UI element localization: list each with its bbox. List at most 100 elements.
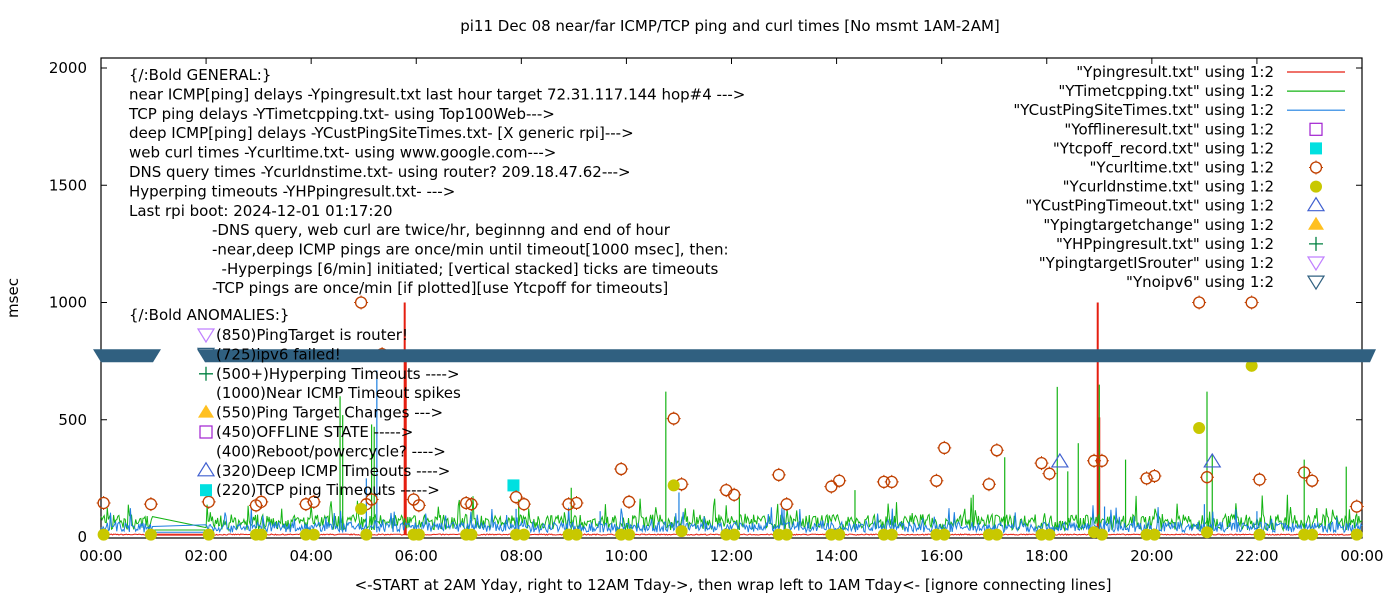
anomaly-note: (320)Deep ICMP Timeouts ----> <box>216 462 450 480</box>
anomaly-marker <box>198 404 214 418</box>
data-point <box>771 467 786 482</box>
anomaly-note: (400)Reboot/powercycle? ----> <box>216 442 446 460</box>
x-tick-label: 22:00 <box>1235 547 1278 565</box>
data-point <box>459 495 474 510</box>
data-point <box>507 479 520 492</box>
data-point <box>1203 452 1222 468</box>
data-point <box>623 528 636 541</box>
legend-label: "YCustPingSiteTimes.txt" using 1:2 <box>1013 101 1274 119</box>
data-point <box>614 461 629 476</box>
data-point <box>884 474 899 489</box>
data-point <box>824 479 839 494</box>
data-point <box>144 528 157 541</box>
x-tick-label: 12:00 <box>710 547 753 565</box>
x-tick-label: 04:00 <box>290 547 333 565</box>
series-ycustpingtimeout-txt <box>1050 452 1222 468</box>
data-point <box>412 528 425 541</box>
y-tick-label: 1000 <box>49 294 87 312</box>
legend-marker <box>1306 275 1326 291</box>
data-point <box>727 487 742 502</box>
data-point <box>569 495 584 510</box>
legend-label: "Ycurldnstime.txt" using 1:2 <box>1063 178 1274 196</box>
data-point <box>1148 528 1161 541</box>
data-point <box>1043 528 1056 541</box>
data-point <box>728 528 741 541</box>
data-point <box>1200 470 1214 485</box>
data-point <box>201 494 216 509</box>
x-tick-label: 06:00 <box>395 547 438 565</box>
legend-label: "Ypingtargetchange" using 1:2 <box>1043 216 1274 234</box>
data-point <box>1253 528 1266 541</box>
chart-title: pi11 Dec 08 near/far ICMP/TCP ping and c… <box>460 17 1000 35</box>
usage-note: -Hyperpings [6/min] initiated; [vertical… <box>212 260 718 278</box>
y-axis-label: msec <box>4 278 22 318</box>
anomaly-note: (450)OFFLINE STATE -----> <box>216 423 413 441</box>
data-point <box>1087 453 1102 468</box>
data-point <box>509 490 524 505</box>
x-tick-label: 08:00 <box>500 547 543 565</box>
anomaly-note: (500+)Hyperping Timeouts ----> <box>216 365 460 383</box>
data-point <box>832 473 847 488</box>
data-point <box>298 497 313 512</box>
data-point <box>1147 469 1162 484</box>
data-point <box>666 411 681 426</box>
anomaly-note: (220)TCP ping Timeouts -----> <box>216 481 440 499</box>
data-point <box>1201 526 1214 539</box>
general-note: deep ICMP[ping] delays -YCustPingSiteTim… <box>129 124 634 142</box>
data-point <box>411 498 426 513</box>
y-tick-label: 0 <box>77 528 87 546</box>
data-point <box>517 528 530 541</box>
data-point <box>360 528 373 541</box>
series-line <box>100 533 1363 536</box>
data-point <box>1095 528 1108 541</box>
data-point <box>667 479 680 492</box>
anomaly-marker <box>196 461 216 477</box>
data-point <box>1192 295 1207 310</box>
x-tick-label: 16:00 <box>920 547 963 565</box>
anomaly-marker <box>199 366 213 381</box>
general-note: near ICMP[ping] delays -Ypingresult.txt … <box>129 85 745 103</box>
data-point <box>929 473 944 488</box>
x-tick-label: 20:00 <box>1130 547 1173 565</box>
data-point <box>876 474 891 489</box>
data-point <box>307 528 320 541</box>
legend-label: "YHPpingresult.txt" using 1:2 <box>1056 235 1274 253</box>
data-point <box>364 492 379 507</box>
x-tick-label: 10:00 <box>605 547 648 565</box>
data-point <box>1297 465 1312 480</box>
general-note: Hyperping timeouts -YHPpingresult.txt- -… <box>129 182 455 200</box>
usage-note: -TCP pings are once/min [if plotted][use… <box>212 279 668 297</box>
legend-label: "Ynoipv6" using 1:2 <box>1126 273 1274 291</box>
x-tick-label: 14:00 <box>815 547 858 565</box>
data-point <box>1350 528 1363 541</box>
legend-label: "Yofflineresult.txt" using 1:2 <box>1064 120 1274 138</box>
general-note: web curl times -Ycurltime.txt- using www… <box>129 144 556 162</box>
anomaly-note: (1000)Near ICMP Timeout spikes <box>216 384 461 402</box>
data-point <box>355 502 368 515</box>
noipv6-band <box>93 349 1376 363</box>
data-point <box>1193 421 1206 434</box>
x-tick-label: 02:00 <box>184 547 227 565</box>
legend-marker <box>1310 180 1322 193</box>
usage-note: -DNS query, web curl are twice/hr, begin… <box>212 221 671 239</box>
data-point <box>981 477 996 492</box>
data-point <box>1306 528 1319 541</box>
legend-label: "YTimetcpping.txt" using 1:2 <box>1058 82 1274 100</box>
anomaly-marker <box>196 347 216 363</box>
general-note: {/:Bold GENERAL:} <box>129 66 271 84</box>
y-axis: 0 500 1000 1500 2000 <box>49 59 1362 546</box>
y-tick-label: 2000 <box>49 59 87 77</box>
data-point <box>780 528 793 541</box>
data-point <box>938 528 951 541</box>
data-point <box>1245 359 1258 372</box>
general-note: TCP ping delays -YTimetcpping.txt- using… <box>128 105 555 123</box>
legend-label: "Ytcpoff_record.txt" using 1:2 <box>1053 139 1274 158</box>
data-point <box>1349 499 1364 514</box>
data-point <box>1034 456 1049 471</box>
data-point <box>1094 453 1109 468</box>
legend-marker <box>1309 160 1323 175</box>
anomaly-note: (850)PingTarget is router! <box>216 326 408 344</box>
data-point <box>254 494 269 509</box>
legend-label: "YCustPingTimeout.txt" using 1:2 <box>1025 197 1274 215</box>
data-point <box>990 528 1003 541</box>
